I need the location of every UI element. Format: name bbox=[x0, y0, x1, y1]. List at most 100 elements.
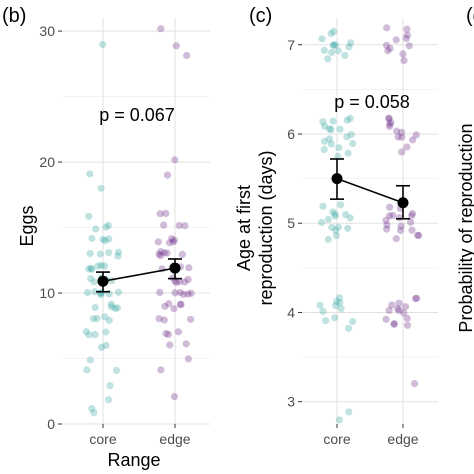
data-point-core bbox=[91, 303, 99, 312]
panel-c-points bbox=[316, 24, 423, 424]
data-point-core bbox=[101, 237, 109, 245]
data-point-core bbox=[89, 315, 97, 323]
data-point-edge bbox=[403, 31, 411, 39]
panel-d-tag: (d) bbox=[466, 5, 474, 27]
data-point-core bbox=[318, 35, 326, 43]
data-point-edge bbox=[382, 41, 391, 49]
data-point-core bbox=[97, 261, 105, 270]
data-point-edge bbox=[179, 290, 188, 298]
y-tick-label: 6 bbox=[287, 126, 295, 142]
data-point-edge bbox=[392, 235, 400, 243]
data-point-core bbox=[101, 313, 109, 321]
data-point-edge bbox=[395, 299, 403, 307]
data-point-core bbox=[345, 43, 353, 51]
data-point-edge bbox=[414, 231, 422, 239]
data-point-edge bbox=[393, 127, 401, 135]
panel-c: (c) 3 4 5 6 7 core edge p = 0.058 Age at firs… bbox=[234, 5, 438, 447]
data-point-edge bbox=[176, 278, 184, 286]
data-point-core bbox=[334, 47, 342, 55]
data-point-edge bbox=[184, 355, 192, 363]
data-point-core bbox=[333, 297, 341, 306]
data-point-edge bbox=[171, 289, 179, 297]
data-point-core bbox=[319, 118, 327, 126]
data-point-edge bbox=[172, 278, 181, 286]
data-point-core bbox=[104, 221, 112, 229]
data-point-core bbox=[113, 304, 122, 312]
data-point-core bbox=[91, 288, 99, 296]
y-tick-label: 20 bbox=[39, 154, 55, 170]
data-point-edge bbox=[157, 25, 165, 33]
data-point-edge bbox=[383, 225, 391, 233]
data-point-core bbox=[105, 316, 113, 324]
data-point-core bbox=[332, 301, 340, 310]
data-point-core bbox=[336, 299, 344, 307]
data-point-edge bbox=[165, 239, 174, 247]
mean-marker-edge bbox=[396, 184, 410, 220]
data-point-core bbox=[347, 39, 355, 47]
data-point-core bbox=[85, 331, 93, 339]
data-point-core bbox=[328, 223, 336, 231]
data-point-edge bbox=[409, 136, 417, 144]
panel-c-y-axis-title-line-2: reproduction (days) bbox=[256, 150, 276, 305]
data-point-core bbox=[93, 314, 101, 323]
panel-b-p-value: p = 0.067 bbox=[99, 105, 175, 125]
data-point-edge bbox=[401, 303, 410, 311]
panel-c-means bbox=[330, 158, 410, 220]
data-point-core bbox=[88, 405, 96, 413]
panel-c-x-axis: core edge bbox=[323, 424, 419, 447]
data-point-core bbox=[341, 51, 349, 60]
y-tick-label: 30 bbox=[39, 23, 55, 39]
data-point-core bbox=[90, 278, 98, 286]
mean-connector-line bbox=[102, 267, 176, 283]
data-point-core bbox=[88, 265, 96, 273]
y-tick-label: 10 bbox=[39, 285, 55, 301]
data-point-edge bbox=[184, 290, 192, 298]
panel-b-points bbox=[82, 25, 195, 417]
data-point-core bbox=[343, 133, 351, 141]
mean-marker-core bbox=[330, 158, 344, 200]
data-point-core bbox=[337, 305, 345, 313]
data-point-core bbox=[320, 137, 329, 145]
data-point-edge bbox=[400, 56, 408, 64]
data-point-edge bbox=[390, 320, 398, 328]
data-point-core bbox=[87, 275, 95, 283]
data-point-edge bbox=[182, 340, 190, 348]
data-point-edge bbox=[398, 128, 406, 136]
data-point-edge bbox=[388, 301, 396, 309]
mean-connector-line bbox=[336, 177, 404, 204]
data-point-core bbox=[324, 235, 332, 243]
data-point-edge bbox=[169, 238, 177, 246]
data-point-edge bbox=[403, 143, 411, 151]
data-point-core bbox=[331, 314, 339, 322]
data-point-edge bbox=[392, 36, 400, 44]
data-point-core bbox=[86, 356, 94, 364]
data-point-edge bbox=[177, 300, 185, 309]
panel-c-grid bbox=[302, 18, 438, 424]
data-point-edge bbox=[395, 306, 403, 314]
data-point-core bbox=[114, 252, 122, 260]
panel-b-y-axis: 0 10 20 30 bbox=[39, 23, 62, 432]
data-point-core bbox=[342, 211, 350, 219]
data-point-edge bbox=[403, 314, 411, 322]
data-point-core bbox=[330, 27, 338, 35]
data-point-edge bbox=[157, 252, 165, 260]
data-point-edge bbox=[384, 47, 392, 55]
data-point-edge bbox=[160, 221, 168, 229]
data-point-edge bbox=[171, 156, 179, 164]
data-point-core bbox=[94, 262, 102, 270]
data-point-edge bbox=[387, 118, 395, 126]
data-point-core bbox=[330, 41, 338, 49]
data-point-core bbox=[86, 170, 94, 178]
data-point-edge bbox=[385, 115, 393, 123]
data-point-edge bbox=[162, 209, 170, 217]
data-point-edge bbox=[399, 50, 407, 58]
data-point-core bbox=[97, 184, 105, 192]
y-tick-label: 0 bbox=[47, 416, 55, 432]
data-point-core bbox=[334, 223, 342, 231]
panel-d: (d) Probability of reproduction bbox=[456, 5, 474, 333]
data-point-core bbox=[83, 366, 91, 374]
data-point-core bbox=[324, 215, 332, 223]
data-point-core bbox=[88, 234, 96, 242]
data-point-edge bbox=[160, 249, 168, 257]
data-point-core bbox=[114, 288, 123, 296]
